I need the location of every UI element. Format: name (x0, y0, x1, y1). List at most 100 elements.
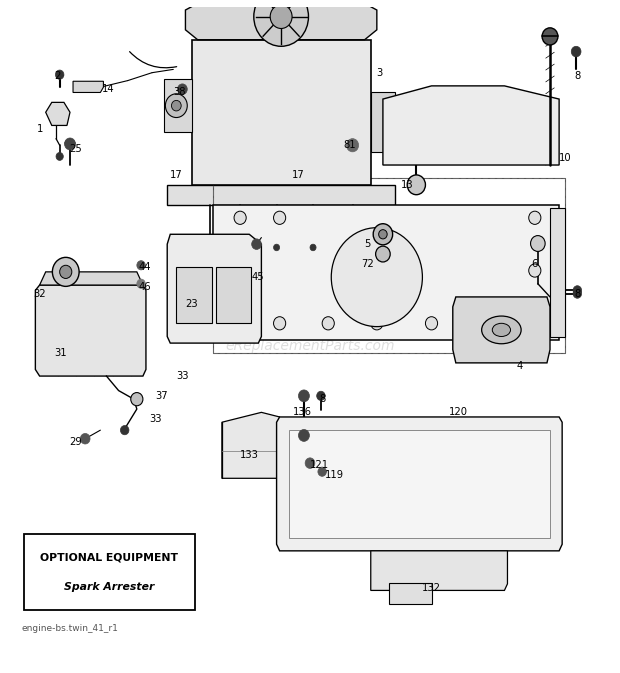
Circle shape (331, 227, 422, 326)
Polygon shape (383, 86, 559, 165)
Text: 132: 132 (422, 583, 441, 594)
Circle shape (234, 211, 246, 224)
Circle shape (298, 390, 309, 402)
Text: 17: 17 (291, 170, 304, 180)
Text: 8: 8 (319, 394, 326, 404)
Ellipse shape (492, 323, 510, 336)
Circle shape (573, 286, 582, 295)
Polygon shape (192, 40, 371, 185)
Circle shape (542, 28, 558, 45)
Text: 1: 1 (37, 124, 43, 134)
Polygon shape (164, 79, 192, 132)
Polygon shape (35, 285, 146, 376)
Text: 8: 8 (574, 71, 580, 81)
Circle shape (172, 100, 181, 111)
Text: 3: 3 (377, 68, 383, 77)
Circle shape (379, 229, 387, 239)
Polygon shape (371, 551, 507, 590)
Text: 119: 119 (325, 470, 344, 480)
Text: 33: 33 (176, 371, 188, 381)
Text: eReplacementParts.com: eReplacementParts.com (225, 339, 395, 353)
Bar (289, 430, 550, 538)
Text: 14: 14 (102, 83, 115, 94)
Text: 2: 2 (55, 71, 61, 81)
Circle shape (317, 391, 325, 400)
Circle shape (347, 139, 358, 152)
Polygon shape (73, 81, 104, 92)
Circle shape (51, 109, 60, 118)
Circle shape (350, 244, 355, 251)
Text: 17: 17 (170, 170, 183, 180)
Circle shape (273, 317, 286, 330)
Text: 45: 45 (252, 272, 265, 282)
Polygon shape (277, 417, 562, 551)
Circle shape (137, 260, 145, 270)
Polygon shape (46, 102, 70, 125)
Circle shape (480, 317, 492, 330)
Text: 46: 46 (138, 282, 151, 292)
Text: 121: 121 (309, 460, 329, 470)
Text: 31: 31 (55, 348, 67, 358)
Text: 29: 29 (69, 437, 82, 447)
Text: 25: 25 (69, 143, 82, 153)
Polygon shape (40, 272, 143, 285)
Ellipse shape (482, 316, 521, 344)
Circle shape (531, 236, 545, 252)
Circle shape (120, 425, 129, 435)
Text: 72: 72 (361, 259, 374, 269)
Circle shape (305, 458, 315, 468)
Text: 23: 23 (185, 299, 198, 308)
Polygon shape (453, 297, 550, 363)
Text: 4: 4 (516, 361, 523, 371)
Bar (389, 583, 432, 604)
Circle shape (318, 467, 326, 476)
Polygon shape (185, 0, 377, 40)
Circle shape (407, 175, 425, 194)
Text: engine-bs.twin_41_r1: engine-bs.twin_41_r1 (21, 623, 118, 633)
Text: 120: 120 (450, 407, 468, 417)
Circle shape (252, 239, 262, 250)
Circle shape (529, 264, 541, 277)
Circle shape (60, 265, 72, 279)
Circle shape (81, 433, 90, 444)
Bar (24, 534, 195, 610)
Text: 6: 6 (531, 259, 538, 269)
Text: 136: 136 (293, 407, 312, 417)
Text: 44: 44 (138, 262, 151, 273)
Polygon shape (371, 92, 395, 152)
Text: 133: 133 (240, 450, 259, 460)
Circle shape (237, 244, 243, 251)
Circle shape (573, 289, 582, 298)
Circle shape (425, 317, 438, 330)
Circle shape (529, 317, 541, 330)
Circle shape (298, 429, 309, 441)
Bar (176, 267, 211, 323)
Polygon shape (167, 234, 262, 343)
Text: 38: 38 (173, 87, 185, 98)
Circle shape (64, 138, 76, 150)
Polygon shape (167, 185, 395, 205)
Circle shape (376, 246, 390, 262)
Text: 81: 81 (343, 140, 356, 150)
Circle shape (206, 244, 213, 251)
Text: 8: 8 (574, 289, 580, 299)
Circle shape (270, 5, 292, 28)
Circle shape (234, 317, 246, 330)
Circle shape (273, 244, 280, 251)
Text: 13: 13 (401, 180, 414, 190)
Polygon shape (213, 205, 559, 340)
Circle shape (137, 279, 145, 288)
Bar (213, 178, 565, 353)
Circle shape (273, 211, 286, 224)
Circle shape (529, 211, 541, 224)
Text: 32: 32 (33, 289, 46, 299)
Circle shape (52, 257, 79, 287)
Circle shape (131, 392, 143, 406)
Circle shape (322, 317, 334, 330)
Text: OPTIONAL EQUIPMENT: OPTIONAL EQUIPMENT (40, 552, 179, 562)
Polygon shape (550, 208, 565, 336)
Circle shape (177, 84, 187, 94)
Text: 37: 37 (155, 391, 167, 401)
Text: Spark Arrester: Spark Arrester (64, 582, 154, 592)
Bar (216, 267, 251, 323)
